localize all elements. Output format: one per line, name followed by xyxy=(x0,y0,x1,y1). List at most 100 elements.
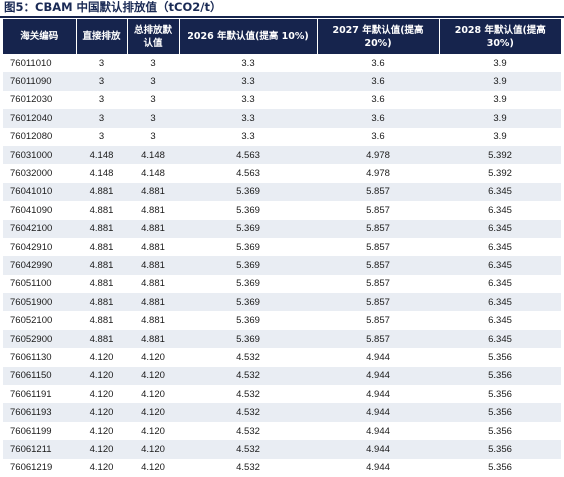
table-row: 76051900 4.881 4.881 5.369 5.857 6.345 xyxy=(3,293,561,312)
table-row: 76041090 4.881 4.881 5.369 5.857 6.345 xyxy=(3,201,561,220)
cell-2027-default: 4.944 xyxy=(317,440,439,459)
cell-customs-code: 76031000 xyxy=(3,145,76,165)
cell-2027-default: 5.857 xyxy=(317,201,439,220)
cell-2026-default: 5.369 xyxy=(179,274,317,294)
cell-2026-default: 4.532 xyxy=(179,348,317,367)
cell-customs-code: 76061199 xyxy=(3,421,76,441)
cell-total-default: 4.881 xyxy=(127,293,179,312)
cell-total-default: 4.120 xyxy=(127,385,179,404)
cell-2028-default: 6.345 xyxy=(439,293,561,312)
cell-customs-code: 76012080 xyxy=(3,127,76,146)
cell-total-default: 4.881 xyxy=(127,219,179,238)
header-row: 海关编码 直接排放 总排放默认值 2026 年默认值(提高 10%) 2027 … xyxy=(3,19,561,54)
cell-direct-emissions: 4.120 xyxy=(76,366,127,386)
title-rule xyxy=(0,16,564,18)
cell-direct-emissions: 3 xyxy=(76,72,127,91)
cell-2027-default: 4.944 xyxy=(317,348,439,367)
cell-2026-default: 4.532 xyxy=(179,366,317,386)
cell-2027-default: 4.944 xyxy=(317,403,439,422)
cell-total-default: 3 xyxy=(127,127,179,146)
cell-2028-default: 5.356 xyxy=(439,348,561,367)
table-row: 76051100 4.881 4.881 5.369 5.857 6.345 xyxy=(3,274,561,294)
cell-2028-default: 3.9 xyxy=(439,127,561,146)
cell-2027-default: 3.6 xyxy=(317,54,439,73)
cell-2027-default: 4.944 xyxy=(317,421,439,441)
cell-2028-default: 6.345 xyxy=(439,311,561,330)
table-row: 76061150 4.120 4.120 4.532 4.944 5.356 xyxy=(3,366,561,386)
cell-2027-default: 5.857 xyxy=(317,274,439,294)
cell-customs-code: 76051100 xyxy=(3,274,76,294)
table-row: 76012040 3 3 3.3 3.6 3.9 xyxy=(3,109,561,128)
cell-2026-default: 5.369 xyxy=(179,201,317,220)
cell-2028-default: 6.345 xyxy=(439,256,561,275)
cell-direct-emissions: 3 xyxy=(76,127,127,146)
table-row: 76011010 3 3 3.3 3.6 3.9 xyxy=(3,54,561,73)
cell-2026-default: 3.3 xyxy=(179,54,317,73)
cell-customs-code: 76061191 xyxy=(3,385,76,404)
cell-direct-emissions: 4.120 xyxy=(76,385,127,404)
header-2028-default: 2028 年默认值(提高 30%) xyxy=(439,19,561,54)
cell-customs-code: 76061219 xyxy=(3,458,76,477)
cell-customs-code: 76032000 xyxy=(3,164,76,183)
cell-2026-default: 3.3 xyxy=(179,127,317,146)
cell-total-default: 3 xyxy=(127,109,179,128)
cell-2026-default: 5.369 xyxy=(179,329,317,349)
cell-total-default: 4.120 xyxy=(127,458,179,477)
cell-2028-default: 3.9 xyxy=(439,90,561,110)
table-row: 76012030 3 3 3.3 3.6 3.9 xyxy=(3,90,561,110)
header-2027-default: 2027 年默认值(提高 20%) xyxy=(317,19,440,54)
cell-direct-emissions: 4.120 xyxy=(76,348,127,367)
cell-2026-default: 5.369 xyxy=(179,219,317,238)
table-row: 76011090 3 3 3.3 3.6 3.9 xyxy=(3,72,561,91)
cell-direct-emissions: 4.881 xyxy=(76,237,127,257)
cell-2028-default: 6.345 xyxy=(439,329,561,349)
cell-total-default: 4.148 xyxy=(127,145,179,165)
cell-direct-emissions: 4.120 xyxy=(76,421,127,441)
cell-2028-default: 5.392 xyxy=(439,145,561,165)
cell-2028-default: 3.9 xyxy=(439,109,561,128)
table-row: 76061130 4.120 4.120 4.532 4.944 5.356 xyxy=(3,348,561,367)
cell-total-default: 4.881 xyxy=(127,256,179,275)
table-row: 76032000 4.148 4.148 4.563 4.978 5.392 xyxy=(3,164,561,183)
cell-2026-default: 5.369 xyxy=(179,311,317,330)
cell-direct-emissions: 4.881 xyxy=(76,329,127,349)
figure-title: 图5：CBAM 中国默认排放值（tCO2/t） xyxy=(4,0,222,14)
cell-total-default: 4.148 xyxy=(127,164,179,183)
cell-customs-code: 76051900 xyxy=(3,293,76,312)
header-2026-default: 2026 年默认值(提高 10%) xyxy=(179,19,318,54)
cell-direct-emissions: 4.148 xyxy=(76,164,127,183)
cell-2027-default: 5.857 xyxy=(317,182,439,202)
header-total-default: 总排放默认值 xyxy=(127,19,180,54)
table-row: 76061211 4.120 4.120 4.532 4.944 5.356 xyxy=(3,440,561,459)
table-row: 76042910 4.881 4.881 5.369 5.857 6.345 xyxy=(3,237,561,257)
cell-direct-emissions: 4.881 xyxy=(76,201,127,220)
cell-total-default: 4.881 xyxy=(127,274,179,294)
cell-customs-code: 76061130 xyxy=(3,348,76,367)
cell-2027-default: 4.944 xyxy=(317,366,439,386)
cell-total-default: 4.881 xyxy=(127,329,179,349)
cell-2026-default: 4.532 xyxy=(179,385,317,404)
cell-2028-default: 5.356 xyxy=(439,421,561,441)
cell-2028-default: 3.9 xyxy=(439,72,561,91)
emissions-table: 海关编码 直接排放 总排放默认值 2026 年默认值(提高 10%) 2027 … xyxy=(3,19,561,477)
table-row: 76061219 4.120 4.120 4.532 4.944 5.356 xyxy=(3,458,561,477)
cell-2028-default: 5.356 xyxy=(439,403,561,422)
cell-2026-default: 3.3 xyxy=(179,109,317,128)
cell-customs-code: 76041090 xyxy=(3,201,76,220)
cell-2026-default: 5.369 xyxy=(179,237,317,257)
cell-total-default: 4.120 xyxy=(127,348,179,367)
table-row: 76061199 4.120 4.120 4.532 4.944 5.356 xyxy=(3,421,561,441)
cell-direct-emissions: 4.881 xyxy=(76,219,127,238)
cell-2027-default: 3.6 xyxy=(317,127,439,146)
cell-2027-default: 4.978 xyxy=(317,145,439,165)
cell-customs-code: 76052900 xyxy=(3,329,76,349)
cell-customs-code: 76011010 xyxy=(3,54,76,73)
cell-customs-code: 76061211 xyxy=(3,440,76,459)
cell-customs-code: 76061150 xyxy=(3,366,76,386)
cell-2027-default: 5.857 xyxy=(317,311,439,330)
cell-2028-default: 5.356 xyxy=(439,366,561,386)
cell-total-default: 4.120 xyxy=(127,403,179,422)
header-customs-code: 海关编码 xyxy=(3,19,77,54)
cell-customs-code: 76042100 xyxy=(3,219,76,238)
cell-2026-default: 4.563 xyxy=(179,145,317,165)
